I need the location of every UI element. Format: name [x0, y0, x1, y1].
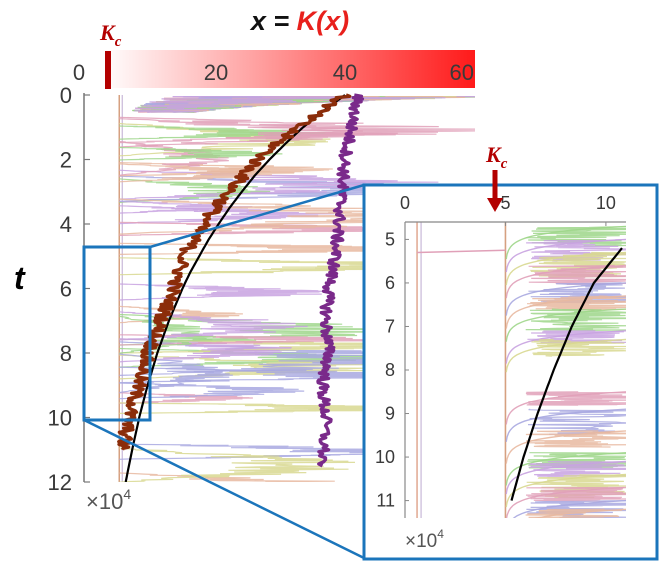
theory-curve [124, 94, 346, 482]
inset-multiplier: ×104 [405, 527, 444, 552]
main-y-tick-label: 12 [48, 470, 72, 495]
kc-main-K: K [99, 20, 116, 45]
purple-trajectory [316, 93, 365, 468]
main-multiplier-exp: 4 [123, 486, 131, 502]
inset-burst-trajectory [525, 486, 626, 503]
inset-burst-trajectory [526, 473, 626, 499]
colorbar-tick-label: 20 [204, 60, 228, 85]
inset-series [510, 247, 623, 501]
inset-background-trajectories [416, 222, 626, 518]
kc-inset-K: K [485, 142, 502, 167]
zoom-connector-top [149, 183, 365, 249]
colorbar: 0 20 40 60 [73, 50, 475, 88]
inset-y-tick-label: 9 [385, 404, 395, 424]
main-y-tick-label: 0 [60, 83, 72, 108]
background-trajectory [119, 178, 271, 204]
inset-multiplier-base: ×10 [405, 531, 437, 552]
background-trajectory [119, 283, 332, 301]
colorbar-tick-label: 0 [73, 60, 85, 85]
mean-trajectory [117, 93, 352, 451]
inset-y-tick-label: 6 [385, 273, 395, 293]
kc-label-inset: Kc [485, 142, 508, 172]
chart-title: x = K(x) [249, 6, 349, 36]
inset-decay-trajectory [505, 282, 626, 316]
kc-main-sub: c [115, 34, 122, 50]
background-trajectory [119, 402, 475, 414]
colorbar-ticks: 0 20 40 60 [73, 60, 474, 85]
main-y-tick-label: 2 [60, 148, 72, 173]
inset-theory-curve [510, 247, 623, 501]
background-trajectory [119, 354, 374, 380]
main-multiplier: ×104 [86, 486, 131, 514]
zoom-rectangle [82, 245, 152, 422]
main-y-tick-label: 4 [60, 212, 72, 237]
colorbar-gradient [103, 50, 475, 88]
background-trajectory [119, 353, 233, 394]
colorbar-tick-label: 60 [450, 60, 474, 85]
inset-multiplier-exp: 4 [437, 527, 444, 541]
inset-x-tick-label: 10 [596, 193, 616, 213]
inset-x-tick-label: 0 [400, 193, 410, 213]
background-trajectory [119, 221, 403, 236]
inset-burst-trajectory [528, 282, 626, 304]
background-trajectory [134, 96, 446, 113]
main-multiplier-base: ×10 [86, 489, 123, 514]
inset-burst-trajectory [528, 264, 626, 285]
inset-burst-trajectory [526, 295, 626, 311]
inset-x-tick-label: 5 [500, 193, 510, 213]
colorbar-tick-label: 40 [333, 60, 357, 85]
inset-decay-trajectory [505, 430, 626, 464]
inset-burst-trajectory [531, 338, 626, 357]
background-trajectory [119, 175, 449, 202]
zoom-indicator [82, 183, 365, 560]
inset-y-tick-label: 5 [385, 229, 395, 249]
inset-burst-trajectory [527, 408, 626, 435]
zoom-connector-bottom [83, 418, 365, 560]
inset-burst-trajectory [525, 308, 626, 331]
inset-y-tick-label: 11 [376, 491, 395, 511]
kc-marker-colorbar: Kc [99, 20, 122, 89]
inset-decay-trajectory [505, 408, 626, 442]
inset-burst-trajectory [527, 452, 626, 469]
kc-label-main: Kc [99, 20, 122, 50]
inset-y-tick-label: 10 [375, 447, 395, 467]
inset-decay-trajectory [505, 238, 626, 273]
kc-marker-inset: Kc [485, 142, 508, 212]
inset-decay-trajectory [505, 452, 626, 486]
background-trajectory [119, 392, 253, 404]
background-trajectory [119, 242, 469, 255]
background-trajectory [119, 472, 335, 482]
inset-y-tick-label: 7 [385, 316, 395, 336]
kc-arrow-head [487, 198, 503, 212]
inset-y-tick-label: 8 [385, 360, 395, 380]
inset-burst-trajectory [525, 508, 622, 518]
background-trajectory [119, 163, 295, 183]
inset-burst-trajectory [528, 460, 626, 478]
title-part-left: x = [249, 6, 297, 36]
main-y-tick-label: 8 [60, 341, 72, 366]
inset-burst-trajectory [526, 238, 626, 262]
background-trajectory [119, 257, 475, 276]
main-y-tick-label: 10 [48, 406, 72, 431]
kc-bar [105, 51, 111, 89]
kc-inset-sub: c [501, 156, 508, 172]
main-series [117, 93, 365, 482]
main-y-tick-label: 6 [60, 277, 72, 302]
background-trajectory [119, 447, 356, 482]
inset-decay-trajectory [505, 391, 626, 425]
y-axis-label: t [14, 260, 26, 296]
background-trajectory [119, 140, 229, 176]
inset-burst-trajectory [525, 430, 626, 448]
inset-burst-trajectory [525, 391, 626, 406]
title-part-right: K(x) [297, 6, 350, 36]
inset-connector-line [417, 249, 506, 254]
